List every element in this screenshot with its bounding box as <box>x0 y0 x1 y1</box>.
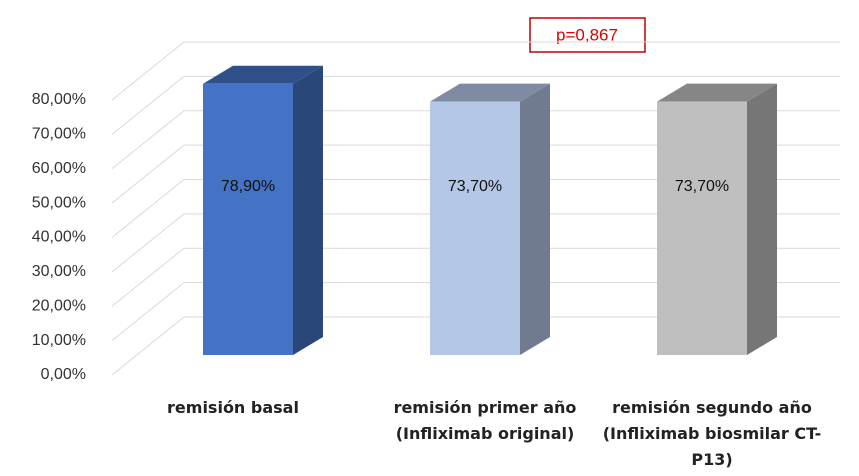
y-tick-label: 0,00% <box>41 366 86 383</box>
annotation-box <box>529 17 646 53</box>
bar-top <box>203 65 323 84</box>
x-tick-label: remisión primer año (Infliximab original… <box>393 398 577 443</box>
grid-line <box>111 282 840 342</box>
y-tick-label: 50,00% <box>32 194 86 211</box>
bar-side <box>293 65 323 355</box>
bar <box>203 83 293 355</box>
bar-top <box>657 83 777 102</box>
bar <box>657 101 747 355</box>
grid-line <box>111 316 840 376</box>
grid-line <box>111 247 840 307</box>
value-label: 73,70% <box>448 178 502 195</box>
grid-line <box>111 179 840 238</box>
y-tick-label: 30,00% <box>32 263 86 280</box>
bar-top <box>430 83 550 102</box>
y-tick-label: 60,00% <box>32 160 86 177</box>
grid-line <box>111 41 840 101</box>
bar <box>430 101 520 355</box>
y-tick-label: 80,00% <box>32 91 86 108</box>
y-tick-label: 20,00% <box>32 297 86 314</box>
value-label: 78,90% <box>221 178 275 195</box>
y-tick-label: 10,00% <box>32 332 86 349</box>
grid-line <box>111 110 840 170</box>
y-tick-label: 70,00% <box>32 126 86 143</box>
annotation: p=0,867 <box>556 25 618 44</box>
grid-line <box>111 75 840 135</box>
grid-line <box>111 213 840 273</box>
x-tick-label: remisión basal <box>167 398 299 417</box>
y-tick-label: 40,00% <box>32 229 86 246</box>
value-label: 73,70% <box>675 178 729 195</box>
bar-side <box>520 83 550 355</box>
x-tick-label: remisión segundo año (Infliximab biosmil… <box>602 398 822 469</box>
grid-line <box>111 144 840 204</box>
bar-side <box>747 83 777 355</box>
